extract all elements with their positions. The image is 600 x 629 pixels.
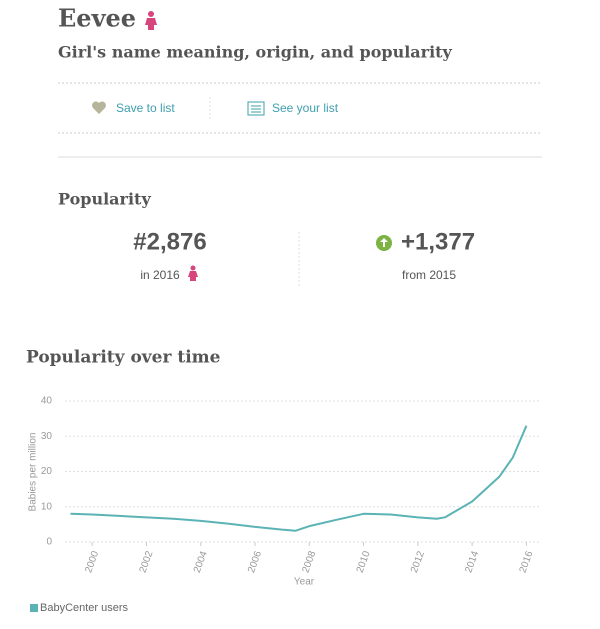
x-tick-label: 2004	[192, 549, 210, 574]
up-arrow-icon	[376, 235, 392, 251]
line	[70, 425, 528, 532]
chart-title: Popularity over time	[26, 348, 221, 368]
y-tick-label: 30	[41, 431, 53, 442]
name-title: Eevee	[58, 4, 136, 33]
girl-icon	[188, 265, 198, 281]
y-axis-label: Babies per million	[28, 433, 39, 512]
x-tick-label: 2010	[355, 549, 373, 574]
rank-change: +1,377	[401, 228, 475, 255]
x-tick-label: 2008	[300, 549, 318, 574]
subtitle: Girl's name meaning, origin, and popular…	[58, 43, 453, 62]
y-tick-label: 10	[41, 501, 53, 512]
heart-icon[interactable]	[92, 101, 106, 114]
x-axis-label: Year	[294, 577, 315, 588]
y-tick-label: 20	[41, 466, 53, 477]
rank: #2,876	[133, 228, 206, 255]
x-tick-label: 2012	[409, 549, 427, 574]
save-to-list[interactable]: Save to list	[116, 101, 175, 115]
x-tick-label: 2014	[463, 549, 481, 574]
x-tick-label: 2002	[138, 549, 156, 574]
x-tick-label: 2016	[518, 549, 536, 574]
rank-note: in 2016	[140, 268, 180, 282]
x-tick-label: 2000	[83, 549, 101, 574]
y-tick-label: 0	[46, 537, 52, 548]
legend-swatch	[30, 604, 38, 612]
y-tick-label: 40	[41, 396, 53, 407]
x-tick-label: 2006	[246, 549, 264, 574]
change-note: from 2015	[402, 268, 456, 282]
see-your-list[interactable]: See your list	[272, 101, 339, 115]
legend-label: BabyCenter users	[40, 602, 129, 614]
list-icon[interactable]	[247, 101, 265, 116]
popularity-heading: Popularity	[58, 190, 151, 209]
girl-icon	[145, 11, 157, 30]
